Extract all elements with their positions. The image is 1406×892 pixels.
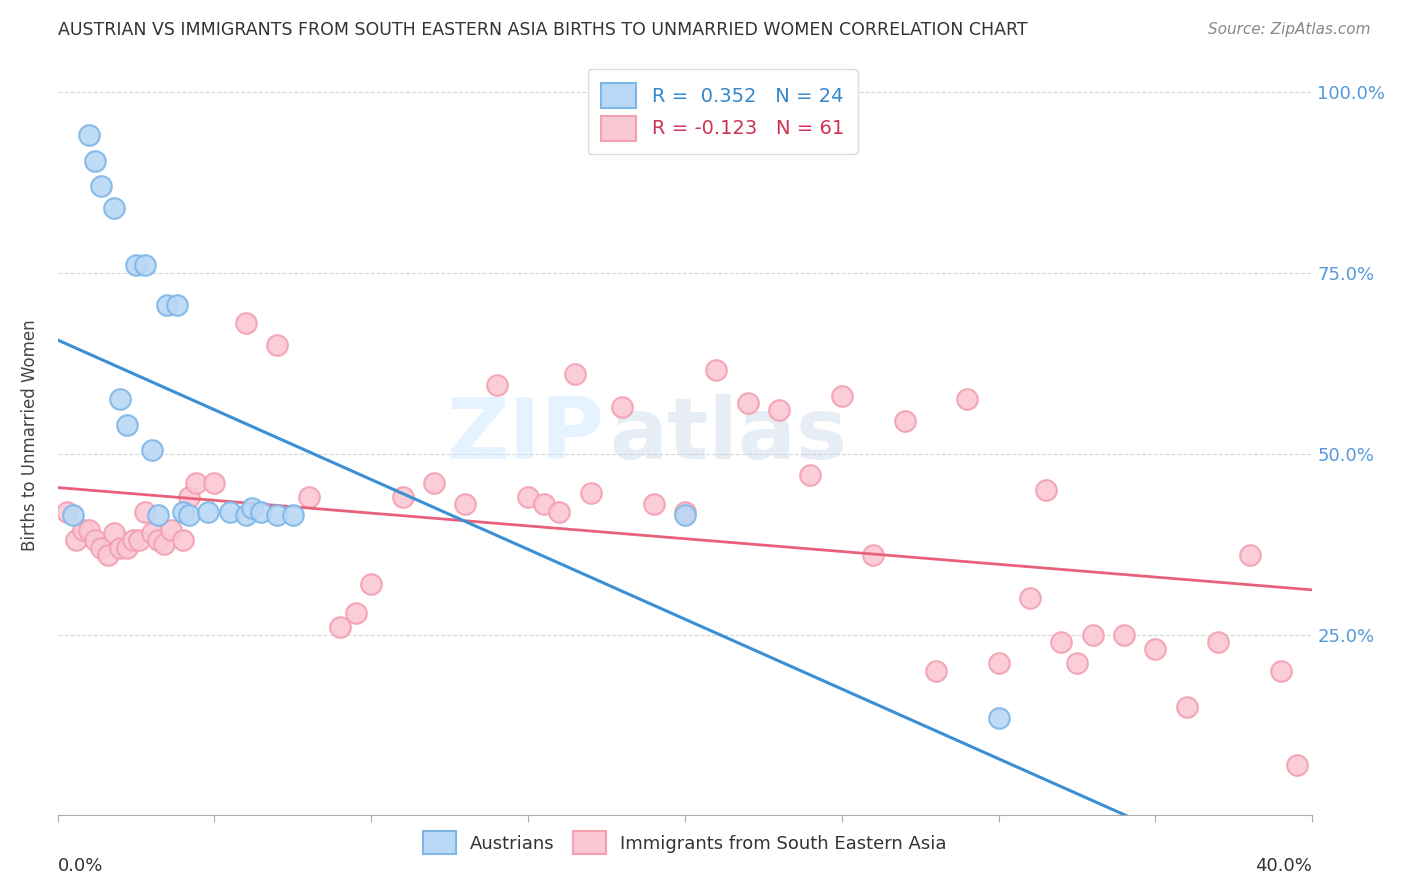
Point xyxy=(799,468,821,483)
Point xyxy=(90,541,112,555)
Point xyxy=(956,392,979,407)
Point xyxy=(156,298,179,312)
Point xyxy=(862,548,884,562)
Point xyxy=(266,338,288,352)
Point xyxy=(103,201,125,215)
Point xyxy=(893,414,915,428)
Point xyxy=(266,508,288,522)
Point xyxy=(1270,664,1292,678)
Point xyxy=(1019,591,1042,606)
Point xyxy=(146,508,169,522)
Point xyxy=(987,657,1010,671)
Point xyxy=(391,490,413,504)
Point xyxy=(548,504,571,518)
Point xyxy=(125,259,148,273)
Point xyxy=(831,389,853,403)
Point xyxy=(90,178,112,193)
Point xyxy=(146,533,169,548)
Point xyxy=(360,577,382,591)
Point xyxy=(197,504,219,518)
Point xyxy=(184,475,207,490)
Point xyxy=(134,504,156,518)
Point xyxy=(62,508,84,522)
Point xyxy=(84,153,107,168)
Point xyxy=(204,475,226,490)
Point xyxy=(297,490,319,504)
Point xyxy=(454,497,477,511)
Point xyxy=(1206,634,1229,648)
Point xyxy=(159,523,181,537)
Text: Source: ZipAtlas.com: Source: ZipAtlas.com xyxy=(1208,22,1371,37)
Point xyxy=(172,533,194,548)
Point xyxy=(235,317,257,331)
Text: atlas: atlas xyxy=(610,394,848,477)
Point xyxy=(97,548,120,562)
Point xyxy=(1239,548,1261,562)
Point xyxy=(673,504,696,518)
Point xyxy=(115,541,138,555)
Point xyxy=(141,526,163,541)
Point xyxy=(1144,642,1167,657)
Point xyxy=(110,541,132,555)
Point xyxy=(128,533,150,548)
Y-axis label: Births to Unmarried Women: Births to Unmarried Women xyxy=(21,319,39,551)
Point xyxy=(517,490,540,504)
Point xyxy=(110,392,132,407)
Point xyxy=(1114,627,1136,641)
Point xyxy=(737,396,759,410)
Point xyxy=(1066,657,1088,671)
Point xyxy=(281,508,304,522)
Point xyxy=(987,711,1010,725)
Text: 0.0%: 0.0% xyxy=(58,857,103,875)
Point xyxy=(1081,627,1104,641)
Point xyxy=(179,490,201,504)
Point xyxy=(1285,757,1308,772)
Point xyxy=(329,620,352,634)
Text: ZIP: ZIP xyxy=(446,394,603,477)
Point xyxy=(121,533,143,548)
Point xyxy=(925,664,948,678)
Point xyxy=(72,523,94,537)
Point xyxy=(141,442,163,457)
Point xyxy=(240,500,263,515)
Point xyxy=(172,504,194,518)
Point xyxy=(768,403,790,417)
Point xyxy=(344,606,367,620)
Point xyxy=(65,533,87,548)
Point xyxy=(103,526,125,541)
Point xyxy=(77,128,100,143)
Point xyxy=(423,475,446,490)
Point xyxy=(115,417,138,432)
Point xyxy=(250,504,273,518)
Point xyxy=(673,508,696,522)
Point xyxy=(579,486,602,500)
Point xyxy=(1050,634,1073,648)
Point xyxy=(179,508,201,522)
Point xyxy=(1035,483,1057,497)
Text: AUSTRIAN VS IMMIGRANTS FROM SOUTH EASTERN ASIA BIRTHS TO UNMARRIED WOMEN CORRELA: AUSTRIAN VS IMMIGRANTS FROM SOUTH EASTER… xyxy=(58,21,1028,39)
Legend: Austrians, Immigrants from South Eastern Asia: Austrians, Immigrants from South Eastern… xyxy=(415,822,956,863)
Point xyxy=(235,508,257,522)
Point xyxy=(643,497,665,511)
Text: 40.0%: 40.0% xyxy=(1256,857,1312,875)
Point xyxy=(564,367,586,381)
Point xyxy=(134,259,156,273)
Point xyxy=(219,504,242,518)
Point xyxy=(485,377,508,392)
Point xyxy=(612,400,634,414)
Point xyxy=(56,504,79,518)
Point xyxy=(166,298,188,312)
Point xyxy=(704,363,727,377)
Point xyxy=(153,537,176,551)
Point xyxy=(84,533,107,548)
Point xyxy=(77,523,100,537)
Point xyxy=(533,497,555,511)
Point xyxy=(1175,699,1198,714)
